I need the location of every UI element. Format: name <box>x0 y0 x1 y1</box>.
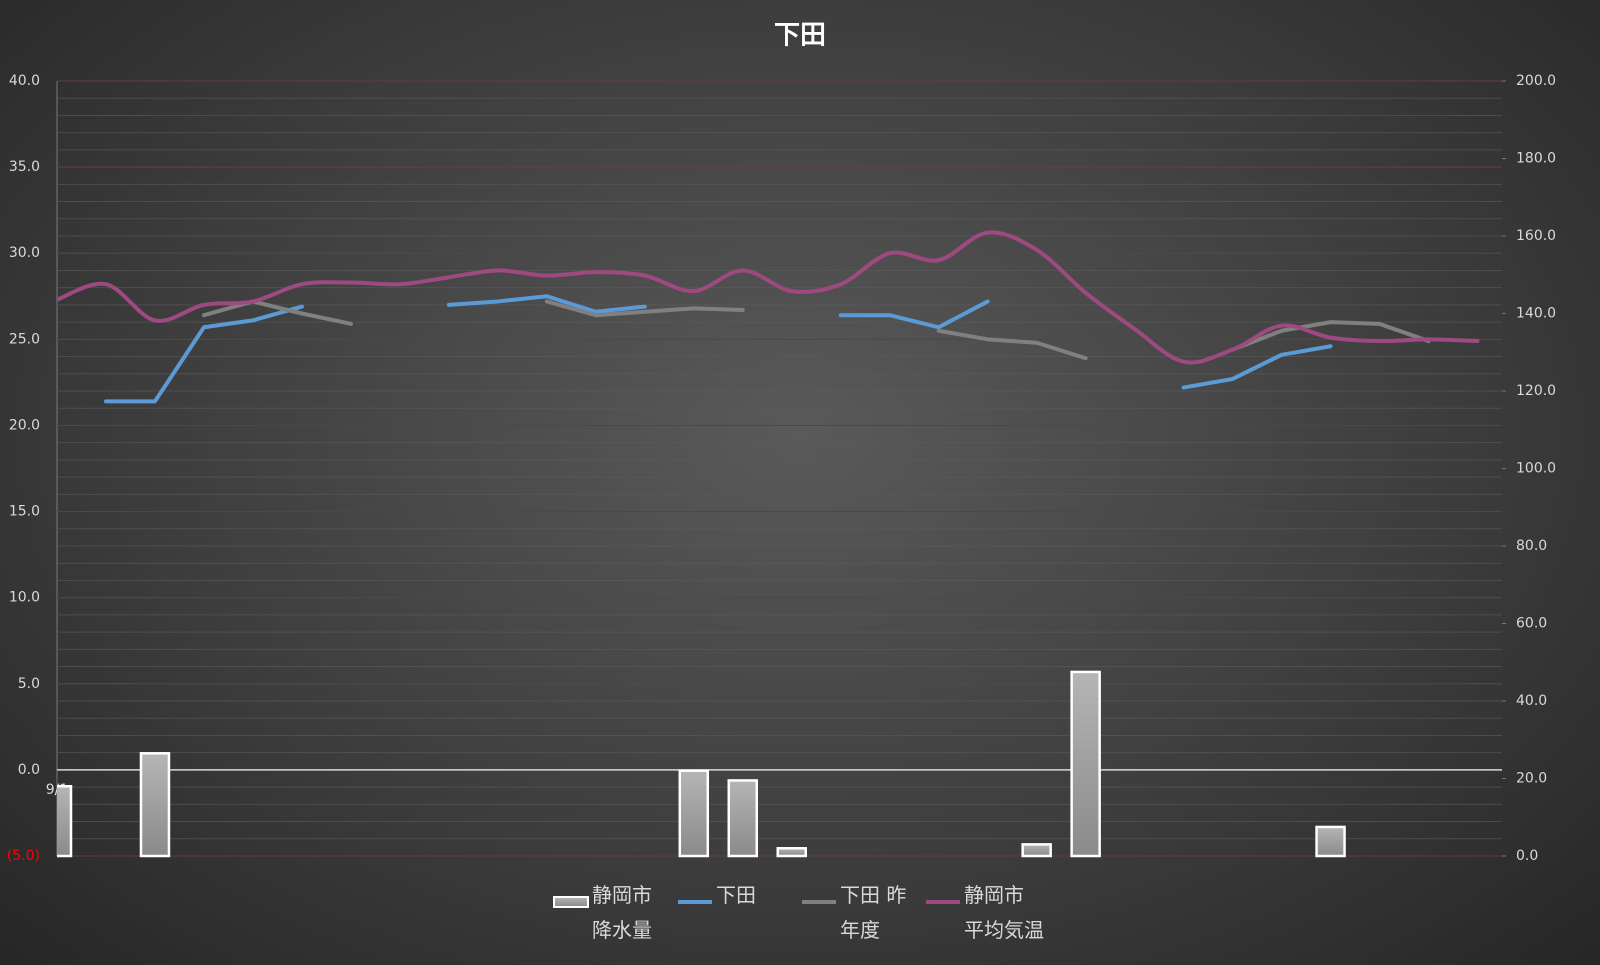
y-tick-label: 0.0 <box>18 762 40 778</box>
chart-title: 下田 <box>774 21 826 51</box>
line <box>57 230 1480 365</box>
legend-item: 下田 昨年度 <box>800 883 924 948</box>
legend-swatch <box>926 900 960 904</box>
y-tick-label: 5.0 <box>18 676 40 692</box>
y2-tick-label: 40.0 <box>1516 693 1547 709</box>
y-tick-label: 40.0 <box>9 73 40 89</box>
y2-tick-label: 120.0 <box>1516 383 1556 399</box>
legend-label: 静岡市 降水量 <box>592 883 652 942</box>
y-tick-label: 30.0 <box>9 245 40 261</box>
bar <box>1070 670 1101 858</box>
y2-tick-label: 180.0 <box>1516 151 1556 167</box>
line <box>201 299 1431 361</box>
bar <box>1315 825 1346 858</box>
legend-item: 静岡市 平均気温 <box>924 883 1048 948</box>
legend-label: 静岡市 平均気温 <box>964 883 1044 942</box>
legend: 静岡市 降水量 下田 下田 昨年度 静岡市 平均気温 <box>0 883 1600 948</box>
legend-label: 下田 昨年度 <box>840 883 907 942</box>
y-tick-label: 10.0 <box>9 590 40 606</box>
y2-tick-label: 80.0 <box>1516 538 1547 554</box>
legend-item: 静岡市 降水量 <box>552 883 676 948</box>
bar <box>776 847 807 858</box>
y2-tick-label: 0.0 <box>1516 848 1538 864</box>
y2-tick-label: 20.0 <box>1516 771 1547 787</box>
bar <box>727 779 759 858</box>
plot <box>57 230 1480 858</box>
legend-swatch <box>802 900 836 904</box>
bar <box>678 769 710 858</box>
legend-marker <box>553 896 589 908</box>
y-tick-label: 35.0 <box>9 159 40 175</box>
y2-tick-label: 200.0 <box>1516 73 1556 89</box>
legend-swatch <box>678 900 712 904</box>
legend-swatch <box>553 896 589 908</box>
y-tick-label: 15.0 <box>9 504 40 520</box>
line <box>103 294 1333 404</box>
y2-tick-label: 100.0 <box>1516 461 1556 477</box>
legend-label: 下田 <box>716 883 756 907</box>
y-tick-label: 20.0 <box>9 417 40 433</box>
y-tick-label: (5.0) <box>7 848 40 864</box>
bar <box>1021 843 1052 858</box>
y2-tick-label: 60.0 <box>1516 616 1547 632</box>
y-tick-label: 25.0 <box>9 331 40 347</box>
bar <box>139 752 171 858</box>
legend-item: 下田 <box>676 883 800 948</box>
bar <box>57 785 73 858</box>
y2-tick-label: 160.0 <box>1516 228 1556 244</box>
y2-tick-label: 140.0 <box>1516 306 1556 322</box>
